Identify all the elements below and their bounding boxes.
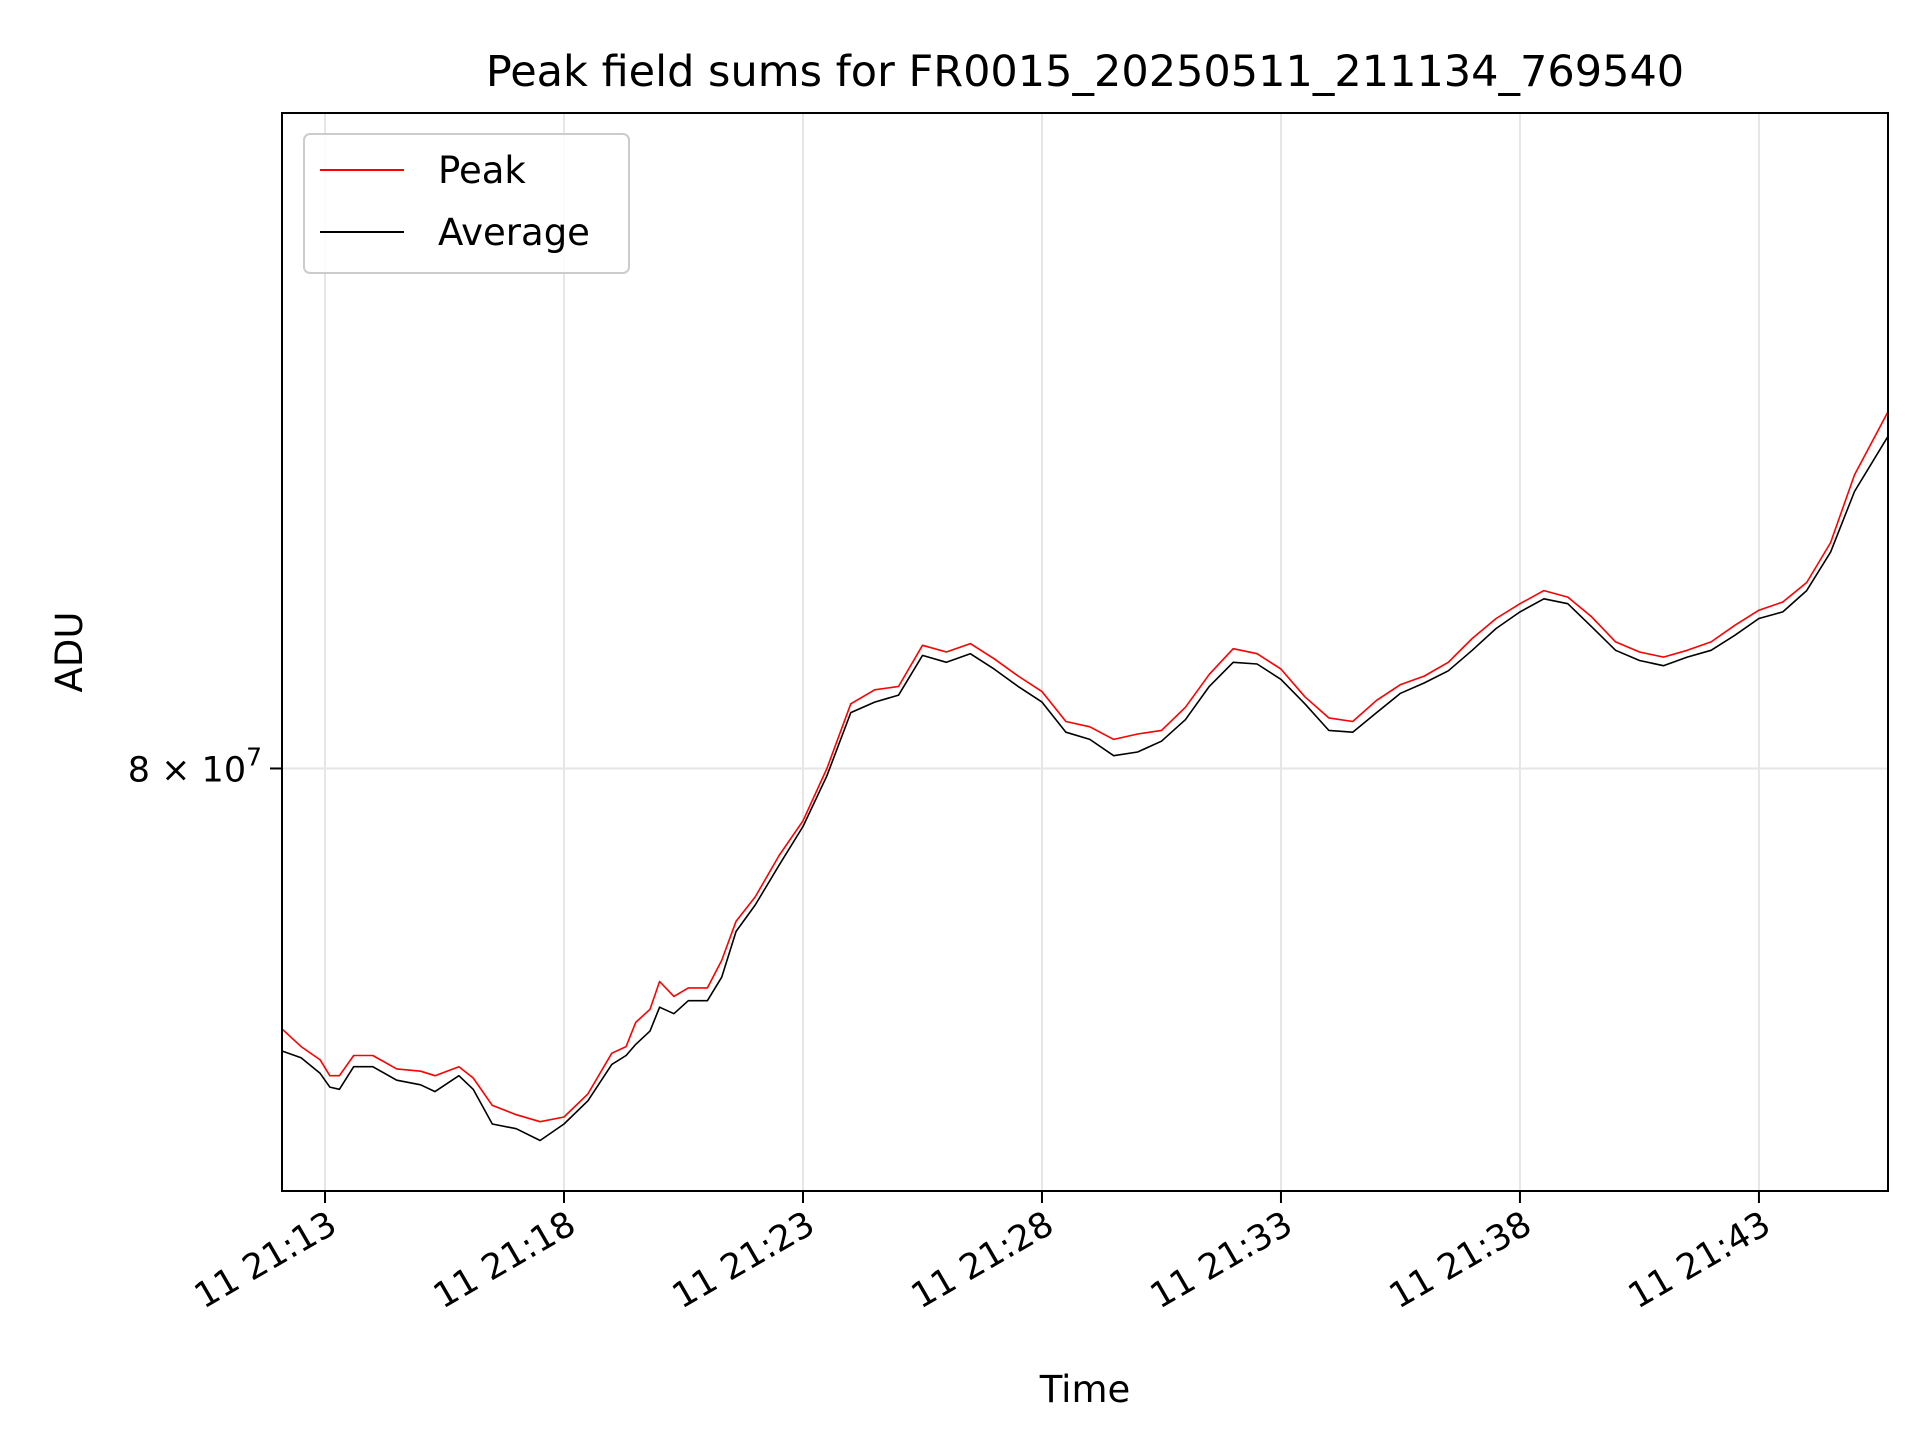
legend-label-peak: Peak [438, 149, 526, 192]
x-tick-label: 11 21:28 [905, 1204, 1061, 1317]
x-tick-label: 11 21:38 [1383, 1204, 1539, 1317]
plot-frame [281, 112, 1889, 1192]
chart-title: Peak field sums for FR0015_20250511_2111… [486, 47, 1684, 97]
x-axis-label: Time [1039, 1368, 1131, 1411]
y-tick-label-base: 8 × 10 [128, 750, 246, 790]
y-tick-label-exponent: 7 [246, 742, 262, 771]
y-tick-label: 8 × 107 [128, 742, 262, 790]
x-tick-label: 11 21:13 [188, 1204, 344, 1317]
x-tick-label: 11 21:33 [1144, 1204, 1300, 1317]
x-axis-ticks: 11 21:13 11 21:18 11 21:23 11 21:28 11 21:33… [188, 1191, 1777, 1317]
y-axis-label: ADU [48, 612, 91, 693]
series-line-peak [281, 411, 1889, 1123]
x-tick-label: 11 21:23 [666, 1204, 822, 1317]
grid [282, 113, 1888, 1191]
legend-box [303, 133, 630, 274]
legend: Peak Average [303, 133, 630, 274]
y-axis-ticks: 8 × 107 [128, 742, 282, 790]
legend-label-average: Average [438, 211, 590, 254]
x-tick-label: 11 21:43 [1622, 1204, 1778, 1317]
series-line-average [281, 435, 1889, 1142]
series-layer [281, 411, 1889, 1142]
x-tick-label: 11 21:18 [427, 1204, 583, 1317]
